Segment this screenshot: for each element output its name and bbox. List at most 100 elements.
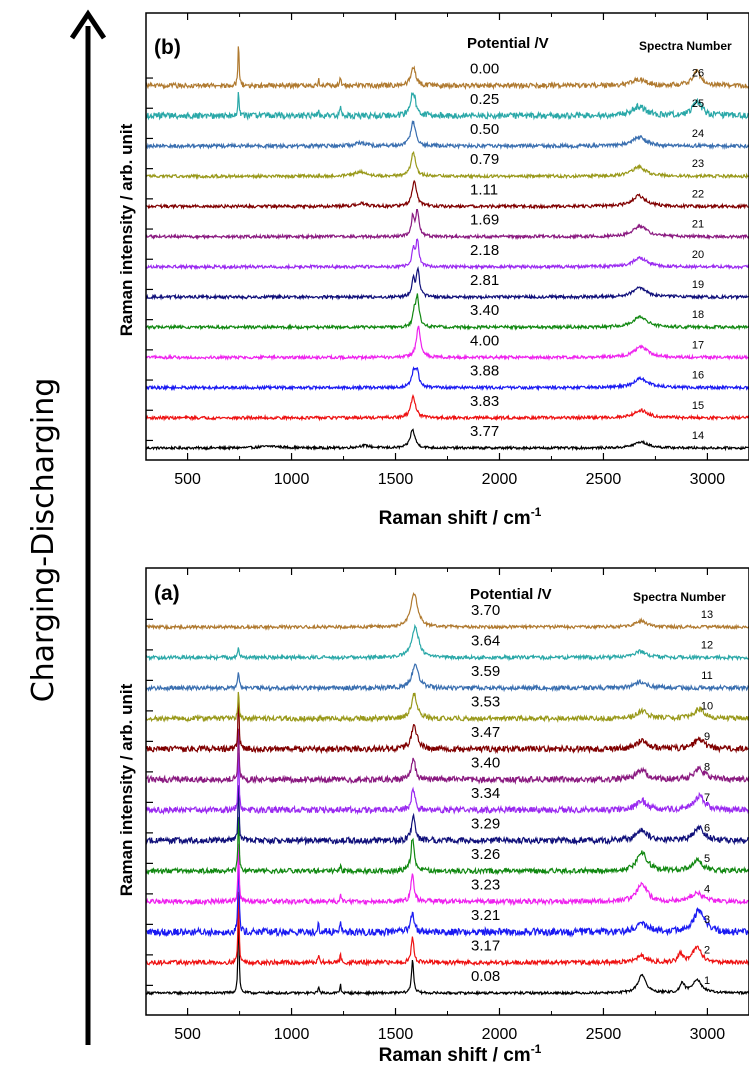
legend-header-number-b: Spectra Number [639, 39, 732, 53]
spectrum-line-19 [145, 265, 749, 301]
x-tick-label-a-1000: 1000 [274, 1026, 310, 1043]
spectra-number-label-24: 24 [692, 128, 704, 140]
potential-label-13: 3.70 [471, 602, 500, 619]
potential-label-8: 3.40 [471, 755, 500, 772]
x-tick-label-b-500: 500 [174, 471, 201, 488]
spectrum-line-14 [145, 428, 749, 452]
spectra-number-label-10: 10 [701, 701, 713, 713]
legend-header-potential-b: Potential /V [467, 35, 549, 52]
potential-label-11: 3.59 [471, 663, 500, 680]
spectra-number-label-4: 4 [704, 884, 710, 896]
spectra-number-label-23: 23 [692, 158, 704, 170]
potential-label-5: 3.26 [471, 846, 500, 863]
spectrum-line-20 [145, 238, 749, 271]
potential-label-2: 3.17 [471, 938, 500, 955]
potential-label-12: 3.64 [471, 633, 500, 650]
spectrum-line-24 [145, 120, 749, 151]
spectrum-line-6 [145, 785, 749, 846]
potential-label-7: 3.34 [471, 785, 500, 802]
potential-label-25: 0.25 [470, 91, 499, 108]
potential-label-21: 1.69 [470, 212, 499, 229]
spectrum-line-15 [145, 394, 749, 422]
spectra-lines-b [145, 46, 749, 452]
spectra-number-labels-b: 14 15 16 17 18 19 20 21 22 23 24 25 26 [692, 68, 704, 442]
x-tick-label-b-1000: 1000 [274, 471, 310, 488]
charging-discharging-label: Charging-Discharging [26, 378, 61, 703]
spectrum-line-11 [145, 663, 749, 693]
spectrum-line-26 [145, 46, 749, 91]
x-tick-label-b-1500: 1500 [378, 471, 414, 488]
potential-label-20: 2.18 [470, 242, 499, 259]
spectrum-line-13 [145, 592, 749, 631]
spectra-number-label-7: 7 [704, 792, 710, 804]
spectra-number-label-15: 15 [692, 400, 704, 412]
potential-label-23: 0.79 [470, 151, 499, 168]
spectra-number-label-13: 13 [701, 609, 713, 621]
spectra-number-label-18: 18 [692, 309, 704, 321]
spectra-number-label-19: 19 [692, 279, 704, 291]
potential-label-14: 3.77 [470, 423, 499, 440]
potential-label-16: 3.88 [470, 363, 499, 380]
spectrum-line-5 [145, 816, 749, 876]
legend-header-potential-a: Potential /V [470, 586, 552, 603]
spectra-number-label-21: 21 [692, 219, 704, 231]
spectra-number-label-12: 12 [701, 640, 713, 652]
x-tick-label-b-2000: 2000 [482, 471, 518, 488]
spectrum-line-8 [145, 728, 749, 785]
potential-label-15: 3.83 [470, 393, 499, 410]
spectra-lines-a [145, 592, 749, 997]
spectra-number-label-11: 11 [701, 670, 712, 682]
spectra-number-label-6: 6 [704, 823, 710, 835]
potential-label-4: 3.23 [471, 877, 500, 894]
potential-labels-a: 0.08 3.17 3.21 3.23 3.26 3.29 3.34 3.40 3.47 3.53… [471, 602, 500, 985]
legend-header-number-a: Spectra Number [633, 590, 726, 604]
spectrum-line-2 [145, 891, 749, 967]
spectra-number-label-5: 5 [704, 853, 710, 865]
spectrum-line-12 [145, 623, 749, 662]
charging-arrow [69, 9, 107, 1045]
potential-label-6: 3.29 [471, 816, 500, 833]
spectrum-line-22 [145, 179, 749, 210]
axes-frame-a [145, 567, 749, 1016]
x-tick-label-a-2500: 2500 [586, 1026, 622, 1043]
potential-label-19: 2.81 [470, 272, 499, 289]
y-axis-label-b: Raman intensity / arb. unit [117, 123, 136, 336]
potential-label-24: 0.50 [470, 121, 499, 138]
spectra-number-label-3: 3 [704, 914, 710, 926]
potential-label-17: 4.00 [470, 332, 499, 349]
ticks-a [146, 568, 709, 1015]
x-tick-label-b-3000: 3000 [690, 471, 726, 488]
spectrum-line-1 [145, 911, 749, 997]
spectra-number-label-8: 8 [704, 762, 710, 774]
potential-label-3: 3.21 [471, 907, 500, 924]
spectra-number-label-25: 25 [692, 98, 704, 110]
spectrum-line-21 [145, 209, 749, 241]
potential-label-10: 3.53 [471, 694, 500, 711]
x-axis-label-a: Raman shift / cm-1 [379, 1042, 542, 1066]
ticks-b [146, 13, 709, 460]
spectrum-line-17 [145, 325, 749, 362]
x-tick-label-a-2000: 2000 [482, 1026, 518, 1043]
x-tick-labels-b: 500 1000 1500 2000 2500 3000 [174, 471, 725, 488]
panel-label-a: (a) [154, 582, 180, 605]
spectrum-line-4 [145, 843, 749, 907]
spectra-number-label-14: 14 [692, 430, 704, 442]
x-axis-label-b: Raman shift / cm-1 [379, 505, 542, 529]
spectrum-line-25 [145, 91, 749, 121]
panel-label-b: (b) [154, 36, 181, 59]
spectrum-line-18 [145, 293, 749, 331]
spectra-number-label-20: 20 [692, 249, 704, 261]
spectrum-line-10 [145, 691, 749, 724]
x-tick-label-a-3000: 3000 [690, 1026, 726, 1043]
potential-label-22: 1.11 [470, 181, 498, 198]
x-tick-label-b-2500: 2500 [586, 471, 622, 488]
x-tick-label-a-1500: 1500 [378, 1026, 414, 1043]
spectrum-line-7 [145, 752, 749, 816]
spectra-number-label-16: 16 [692, 370, 704, 382]
potential-label-18: 3.40 [470, 302, 499, 319]
spectra-number-label-26: 26 [692, 68, 704, 80]
panel-a: (a) Potential /V Spectra Number 0.08 3.17… [117, 567, 749, 1066]
spectra-number-label-9: 9 [704, 731, 710, 743]
